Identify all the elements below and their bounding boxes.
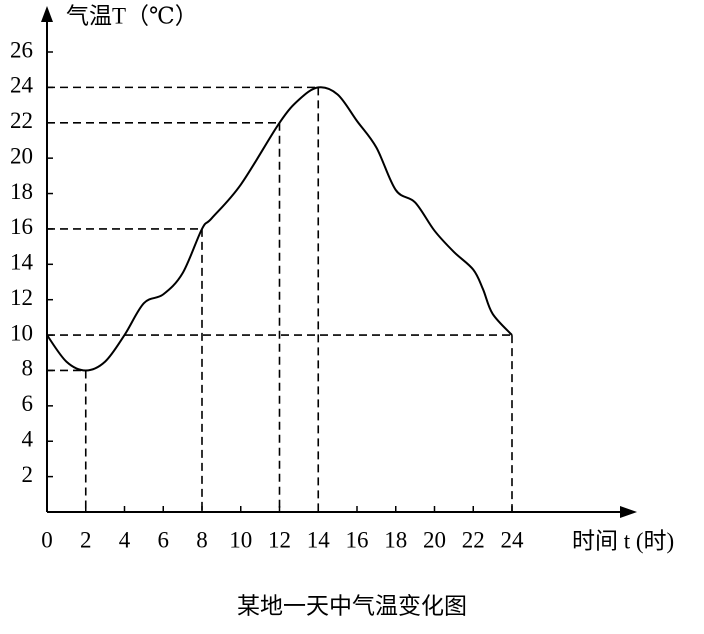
x-tick-label: 20 <box>423 527 446 552</box>
x-tick-label: 4 <box>119 527 131 552</box>
y-tick-label: 8 <box>22 356 34 381</box>
y-tick-label: 2 <box>22 462 34 487</box>
y-tick-label: 6 <box>22 391 34 416</box>
y-tick-label: 12 <box>10 285 33 310</box>
x-tick-label: 6 <box>158 527 170 552</box>
y-tick-label: 20 <box>10 143 33 168</box>
y-arrow <box>41 6 53 22</box>
x-tick-label: 0 <box>41 527 53 552</box>
temperature-curve <box>46 86 513 372</box>
y-axis-label: 气温T（℃） <box>66 3 198 28</box>
x-tick-label: 22 <box>462 527 485 552</box>
y-tick-label: 10 <box>10 320 33 345</box>
x-tick-label: 10 <box>229 527 252 552</box>
x-tick-label: 24 <box>501 527 525 552</box>
x-tick-label: 12 <box>268 527 291 552</box>
x-tick-label: 18 <box>384 527 407 552</box>
y-tick-label: 22 <box>10 108 33 133</box>
chart-title: 某地一天中气温变化图 <box>237 593 467 618</box>
x-tick-label: 8 <box>196 527 208 552</box>
y-tick-label: 18 <box>10 179 33 204</box>
y-tick-label: 16 <box>10 214 33 239</box>
x-tick-label: 14 <box>307 527 331 552</box>
x-tick-label: 2 <box>80 527 92 552</box>
x-tick-label: 16 <box>346 527 369 552</box>
y-tick-label: 4 <box>22 427 34 452</box>
y-tick-label: 26 <box>10 37 33 62</box>
x-axis-label: 时间 t (时) <box>572 528 674 553</box>
y-tick-label: 14 <box>10 250 34 275</box>
x-arrow <box>620 506 637 518</box>
y-tick-label: 24 <box>10 73 34 98</box>
